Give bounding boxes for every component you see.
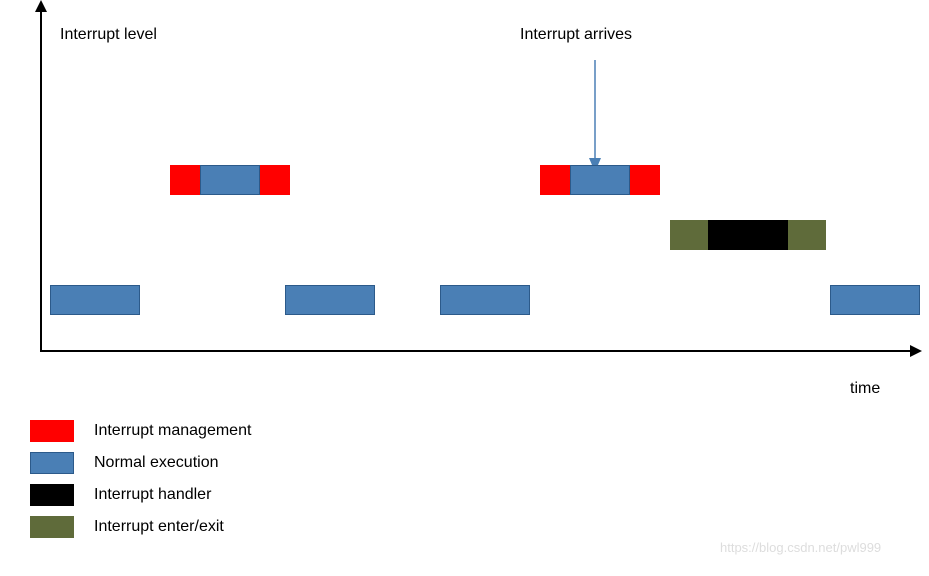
bar-segment-red [170,165,200,195]
legend-item: Interrupt handler [30,484,251,506]
legend-item: Interrupt enter/exit [30,516,251,538]
bar-segment-black [708,220,788,250]
bar-segment-red [260,165,290,195]
legend-swatch [30,420,74,442]
bar-normal-execution [440,285,530,315]
bar-normal-execution [830,285,920,315]
legend-swatch [30,516,74,538]
legend-item: Normal execution [30,452,251,474]
bar-segment-red [630,165,660,195]
bar-segment-blue [570,165,630,195]
legend-label: Normal execution [94,454,219,472]
x-axis-arrow [910,345,922,357]
y-axis-arrow [35,0,47,12]
legend-swatch [30,484,74,506]
legend-swatch [30,452,74,474]
bar-segment-blue [200,165,260,195]
arrow-label: Interrupt arrives [520,26,632,44]
watermark: https://blog.csdn.net/pwl999 [720,540,881,555]
legend-item: Interrupt management [30,420,251,442]
bar-segment-olive [788,220,826,250]
x-axis-line [40,350,910,352]
bar-segment-olive [670,220,708,250]
bar-normal-execution [50,285,140,315]
legend-label: Interrupt enter/exit [94,518,224,536]
y-axis-label: Interrupt level [60,26,157,44]
bar-segment-red [540,165,570,195]
legend: Interrupt management Normal execution Inte… [30,420,251,548]
chart-area: Interrupt level Interrupt arrives [10,10,920,380]
legend-label: Interrupt management [94,422,251,440]
x-axis-label: time [850,380,880,398]
y-axis-line [40,10,42,350]
bar-normal-execution [285,285,375,315]
legend-label: Interrupt handler [94,486,211,504]
